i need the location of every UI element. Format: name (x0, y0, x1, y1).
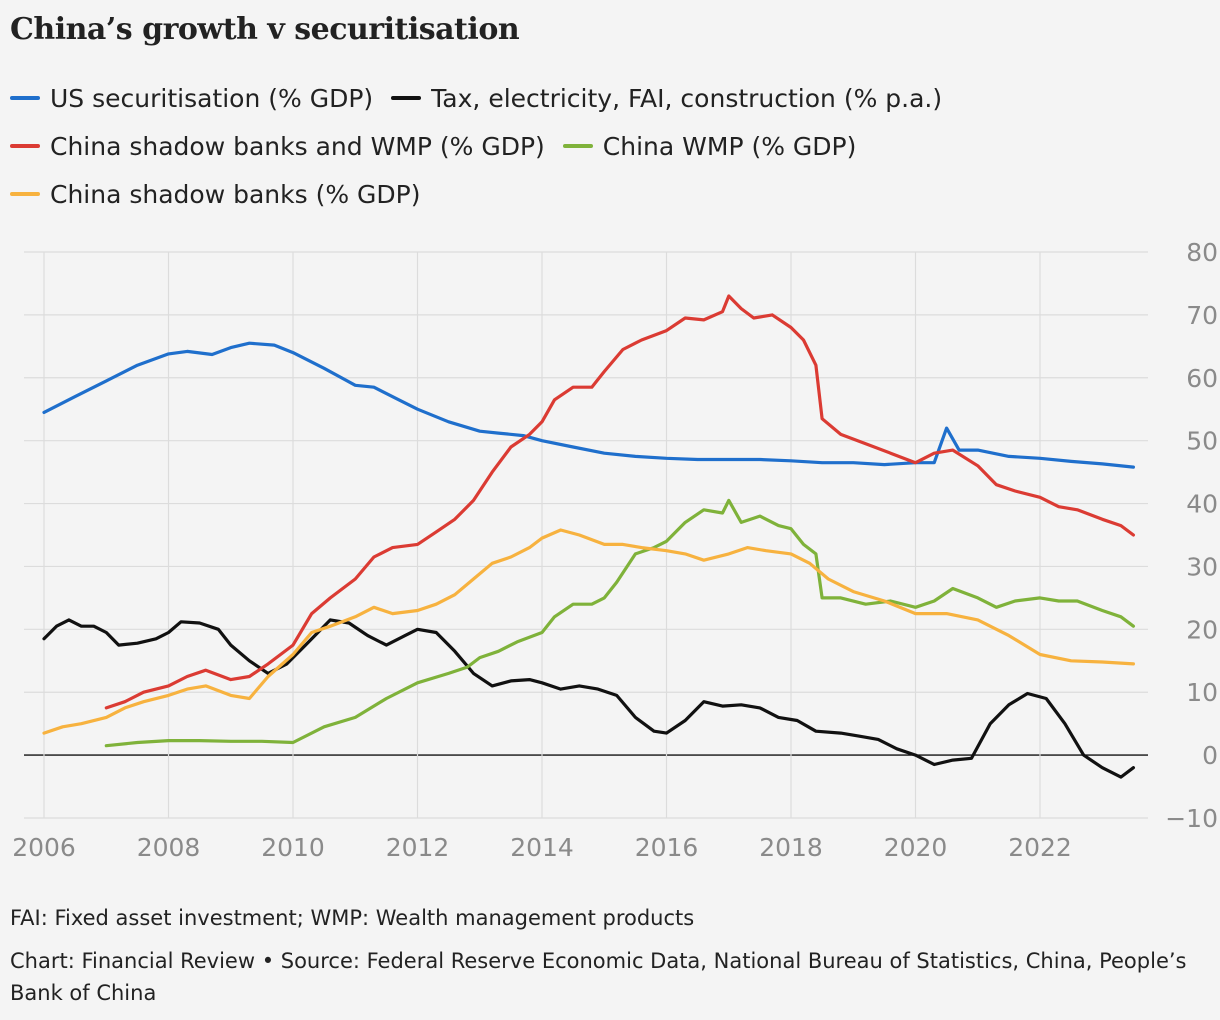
y-tick-label: −10 (1165, 804, 1218, 833)
series-line (104, 498, 1136, 748)
x-tick-label: 2010 (261, 833, 325, 862)
legend-swatch (10, 144, 40, 148)
legend-swatch (562, 144, 593, 148)
x-tick-label: 2012 (386, 833, 450, 862)
legend-item-us-securitisation: US securitisation (% GDP) (10, 84, 373, 113)
x-tick-label: 2022 (1008, 833, 1072, 862)
footnote: FAI: Fixed asset investment; WMP: Wealth… (10, 906, 695, 930)
legend-label: China shadow banks (% GDP) (50, 179, 421, 209)
legend-swatch (391, 96, 422, 100)
legend-label: Tax, electricity, FAI, construction (% p… (431, 83, 943, 113)
y-tick-label: 70 (1186, 301, 1218, 330)
series-line (42, 341, 1136, 469)
legend-item-china-wmp: China WMP (% GDP) (562, 131, 857, 161)
y-tick-label: 40 (1186, 490, 1218, 519)
y-tick-label: 20 (1186, 615, 1218, 644)
legend-row: US securitisation (% GDP) Tax, electrici… (10, 74, 1200, 122)
legend-item-china-shadow-banks: China shadow banks (% GDP) (10, 180, 421, 209)
legend-label: US securitisation (% GDP) (50, 83, 374, 113)
legend-item-tax-electricity: Tax, electricity, FAI, construction (% p… (391, 84, 942, 113)
x-tick-label: 2018 (759, 833, 823, 862)
source-note: Chart: Financial Review • Source: Federa… (10, 949, 1187, 1005)
legend-row: China shadow banks and WMP (% GDP) China… (10, 122, 1200, 170)
legend-swatch (10, 192, 40, 196)
legend-row: China shadow banks (% GDP) (10, 170, 1200, 218)
y-tick-label: 0 (1202, 741, 1218, 770)
legend-label: China WMP (% GDP) (602, 131, 857, 161)
legend-label: China shadow banks and WMP (% GDP) (50, 131, 545, 161)
legend-swatch (10, 96, 40, 100)
series-line (42, 618, 1136, 779)
chart-title: China’s growth v securitisation (10, 12, 520, 47)
y-tick-label: 80 (1186, 238, 1218, 267)
x-tick-label: 2014 (510, 833, 574, 862)
y-tick-label: 10 (1186, 678, 1218, 707)
y-tick-label: 30 (1186, 552, 1218, 581)
x-tick-label: 2008 (137, 833, 201, 862)
x-tick-label: 2006 (12, 833, 76, 862)
series-line (104, 294, 1136, 710)
x-tick-label: 2016 (635, 833, 699, 862)
legend-item-china-shadow-banks-wmp: China shadow banks and WMP (% GDP) (10, 132, 545, 161)
series-line (42, 528, 1136, 735)
y-tick-label: 60 (1186, 364, 1218, 393)
x-tick-label: 2020 (884, 833, 948, 862)
legend: US securitisation (% GDP) Tax, electrici… (10, 74, 1200, 218)
y-tick-label: 50 (1186, 427, 1218, 456)
